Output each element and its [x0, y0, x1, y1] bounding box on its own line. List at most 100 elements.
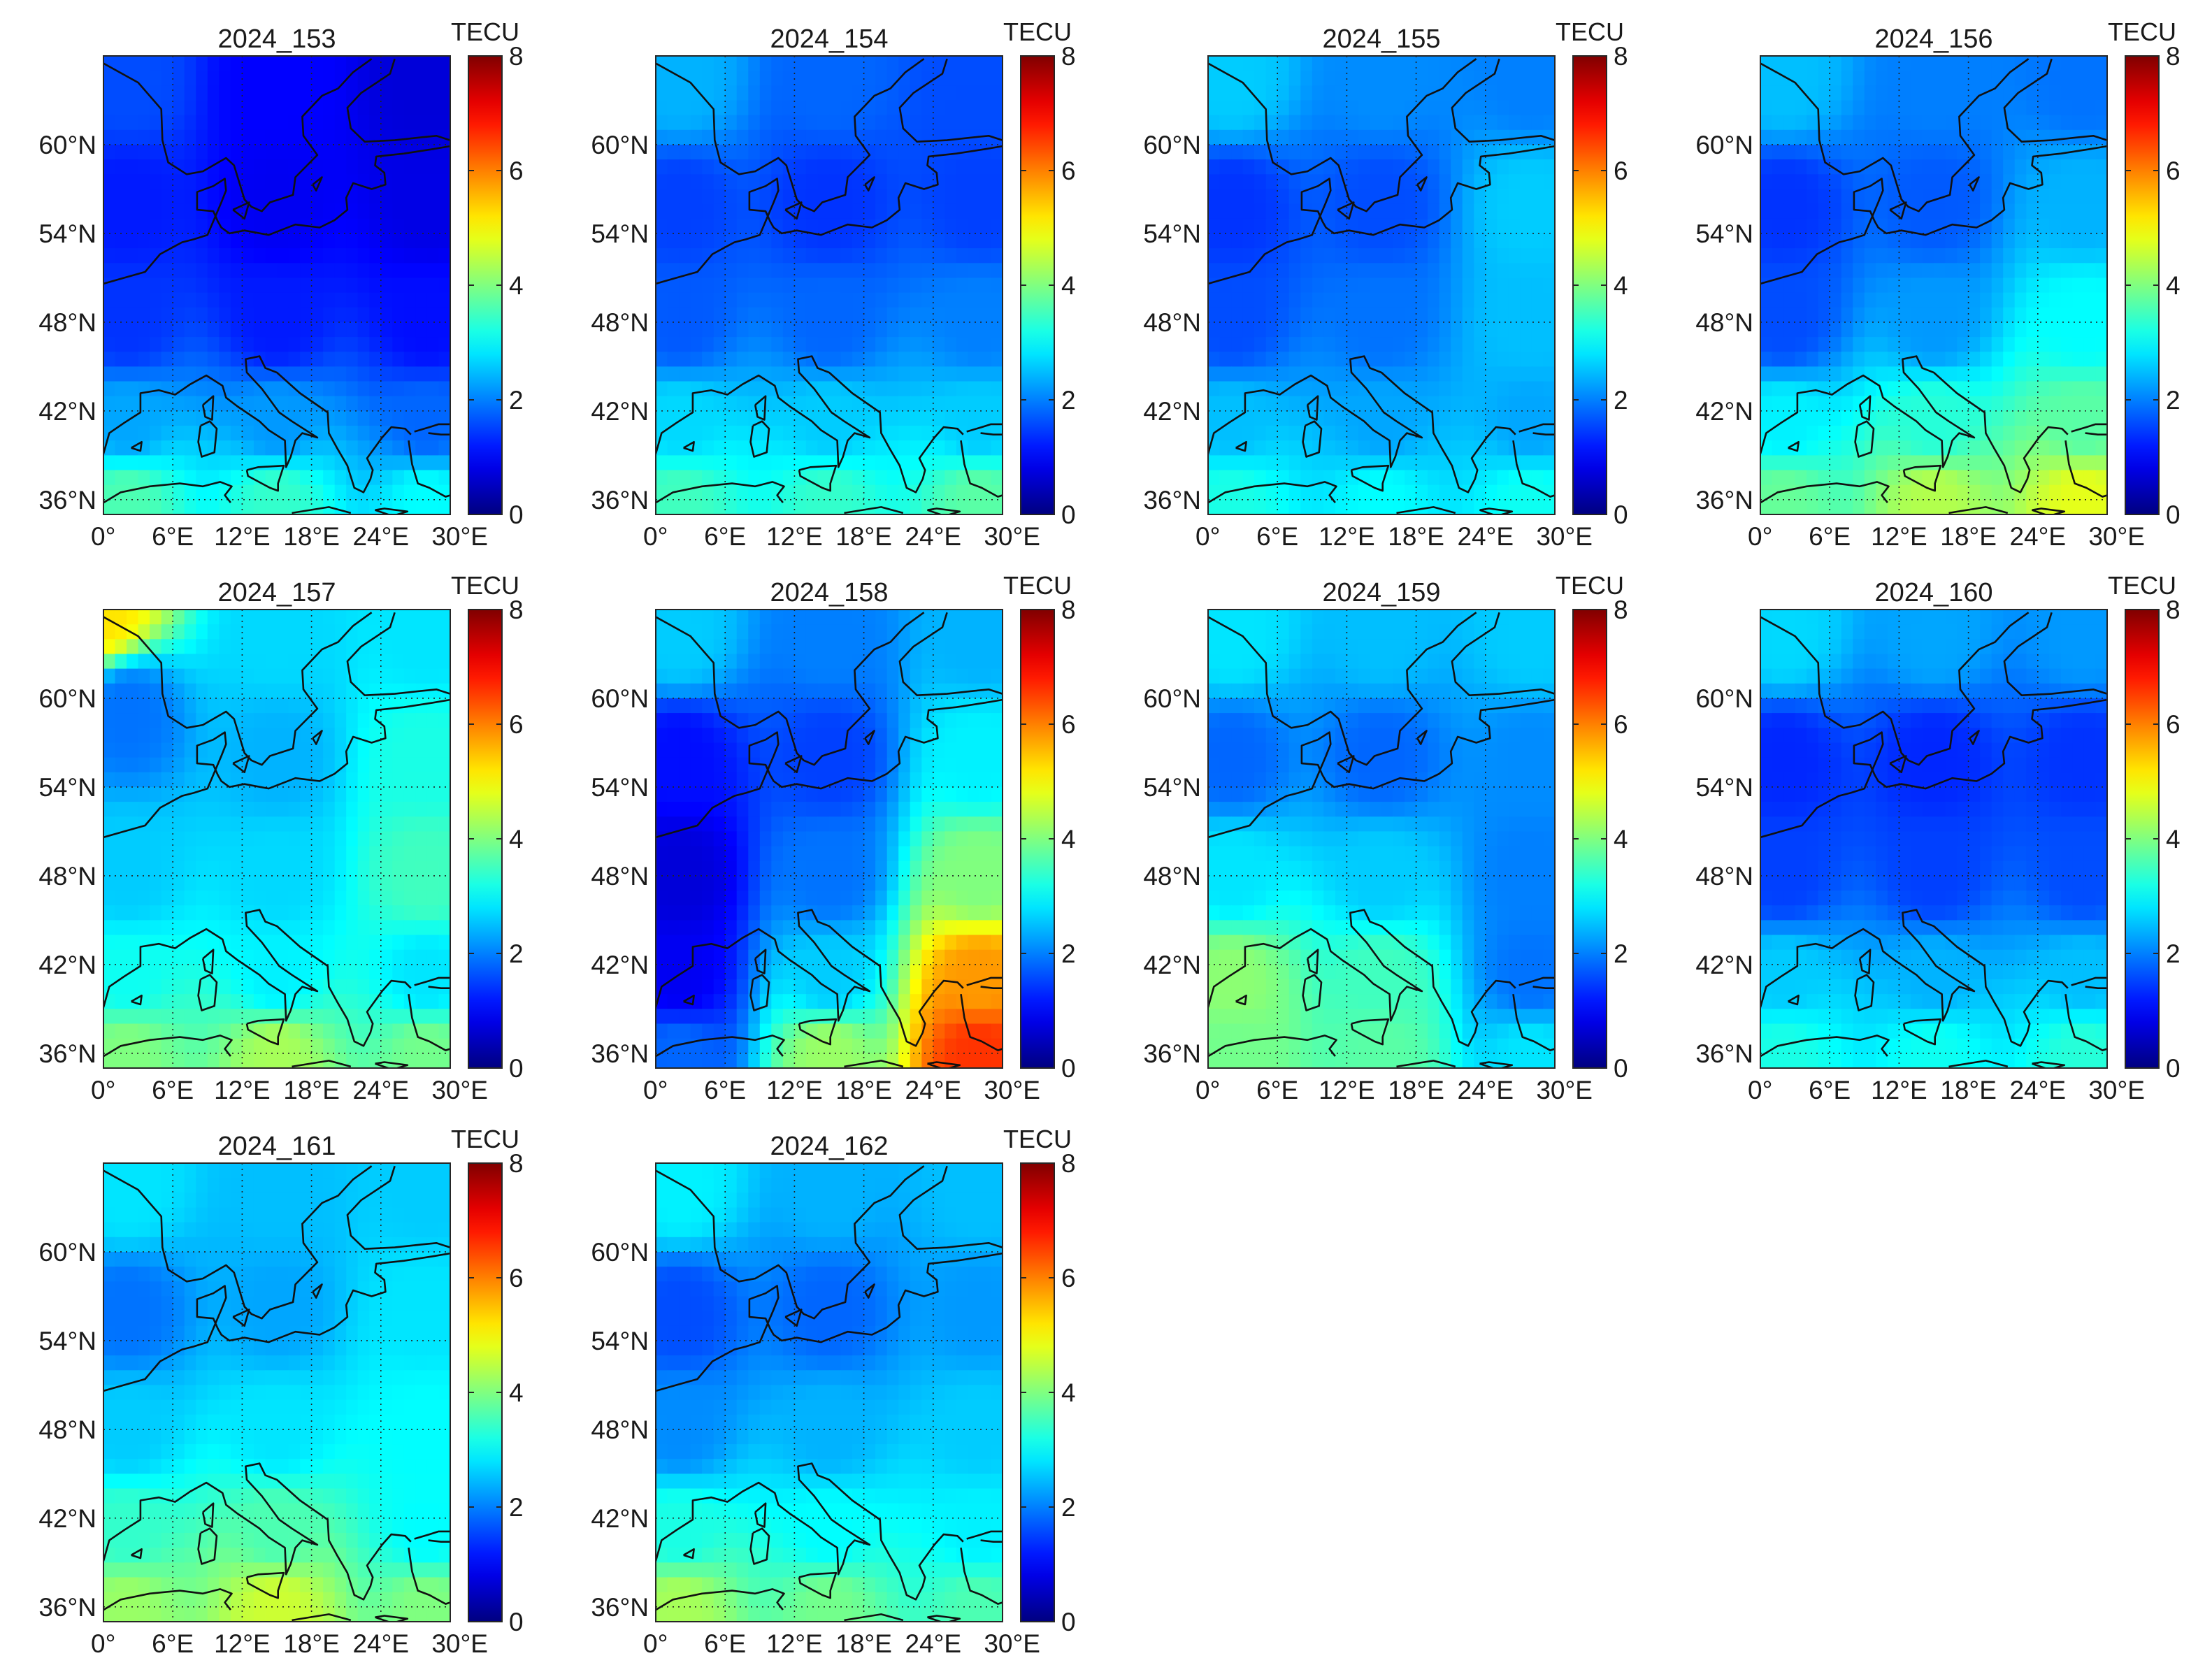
tec-cell — [1265, 470, 1279, 486]
tec-cell — [426, 203, 440, 219]
tec-cell — [357, 145, 371, 161]
tec-cell — [1439, 263, 1452, 279]
latitude-tick-label: 48°N — [1695, 308, 1753, 337]
tec-cell — [1853, 337, 1865, 353]
tec-cell — [1451, 145, 1463, 161]
tec-cell — [979, 610, 992, 626]
tec-cell — [138, 802, 150, 818]
tec-cell — [392, 307, 405, 323]
tec-cell — [392, 920, 405, 936]
tec-cell — [852, 470, 865, 486]
tec-cell — [380, 891, 394, 907]
tec-cell — [886, 410, 900, 426]
tec-cell — [1783, 352, 1796, 368]
tec-cell — [794, 263, 807, 279]
tec-cell — [300, 145, 313, 161]
tec-cell — [1783, 455, 1796, 471]
tec-cell — [1497, 218, 1509, 234]
tec-cell — [2060, 484, 2074, 500]
tec-cell — [346, 875, 359, 891]
tec-cell — [840, 263, 853, 279]
tec-cell — [346, 757, 359, 773]
tec-cell — [1531, 203, 1544, 219]
tec-cell — [805, 337, 819, 353]
tec-cell — [115, 994, 127, 1010]
tec-cell — [265, 278, 278, 294]
tec-cell — [1922, 352, 1934, 368]
tec-cell — [369, 410, 382, 426]
tec-cell — [1795, 189, 1807, 205]
tec-cell — [207, 772, 220, 788]
tec-cell — [277, 949, 289, 965]
tec-cell — [288, 964, 301, 980]
tec-cell — [1807, 366, 1819, 382]
tec-cell — [300, 71, 313, 87]
tec-cell — [1451, 85, 1463, 101]
tec-cell — [1219, 100, 1232, 116]
tec-cell — [979, 71, 992, 87]
tec-cell — [277, 100, 289, 116]
tec-cell — [679, 366, 691, 382]
tec-cell — [357, 115, 371, 131]
tec-cell — [173, 757, 185, 773]
tec-cell — [748, 366, 761, 382]
tec-cell — [415, 728, 428, 744]
tec-cell — [1957, 307, 1969, 323]
tec-cell — [184, 189, 197, 205]
tec-cell — [1219, 307, 1232, 323]
tec-cell — [794, 100, 807, 116]
tec-cell — [1358, 381, 1371, 397]
tec-cell — [138, 203, 150, 219]
tec-cell — [1543, 440, 1555, 456]
tec-cell — [1543, 278, 1555, 294]
tec-cell — [242, 1053, 254, 1068]
tec-cell — [1370, 233, 1382, 249]
colorbar-tick-label: 6 — [509, 710, 524, 739]
tec-cell — [369, 1038, 382, 1054]
tec-cell — [184, 484, 197, 500]
tec-cell — [265, 218, 278, 234]
tec-cell — [288, 905, 301, 921]
tec-cell — [323, 145, 336, 161]
tec-cell — [1841, 278, 1854, 294]
tec-cell — [1520, 484, 1532, 500]
tec-cell — [956, 470, 969, 486]
tec-cell — [311, 278, 324, 294]
tec-cell — [138, 654, 150, 670]
tec-cell — [1957, 71, 1969, 87]
tec-cell — [1853, 56, 1865, 72]
tec-cell — [173, 860, 185, 877]
tec-cell — [1300, 470, 1313, 486]
tec-cell — [173, 145, 185, 161]
tec-cell — [886, 322, 900, 338]
tec-cell — [1910, 322, 1923, 338]
tec-cell — [1497, 352, 1509, 368]
tec-cell — [1520, 203, 1532, 219]
tec-cell — [1277, 129, 1290, 145]
tec-cell — [138, 410, 150, 426]
tec-cell — [805, 129, 819, 145]
tec-cell — [138, 189, 150, 205]
tec-cell — [150, 100, 162, 116]
tec-cell — [207, 891, 220, 907]
tec-cell — [103, 115, 116, 131]
tec-cell — [138, 639, 150, 655]
tec-cell — [1254, 174, 1267, 190]
tec-cell — [736, 129, 749, 145]
tec-cell — [1231, 337, 1244, 353]
tec-cell — [1497, 426, 1509, 442]
coastline-segment — [1788, 441, 1800, 452]
tec-cell — [1864, 352, 1877, 368]
tec-cell — [1277, 499, 1290, 514]
tec-cell — [1980, 381, 1992, 397]
tec-cell — [1242, 292, 1255, 308]
tec-cell — [1899, 85, 1911, 101]
tec-cell — [1416, 189, 1428, 205]
tec-cell — [1428, 218, 1440, 234]
tec-cell — [1300, 85, 1313, 101]
tec-cell — [380, 248, 394, 264]
tec-cell — [736, 366, 749, 382]
tec-cell — [265, 802, 278, 818]
tec-cell — [346, 218, 359, 234]
tec-cell — [1830, 203, 1842, 219]
